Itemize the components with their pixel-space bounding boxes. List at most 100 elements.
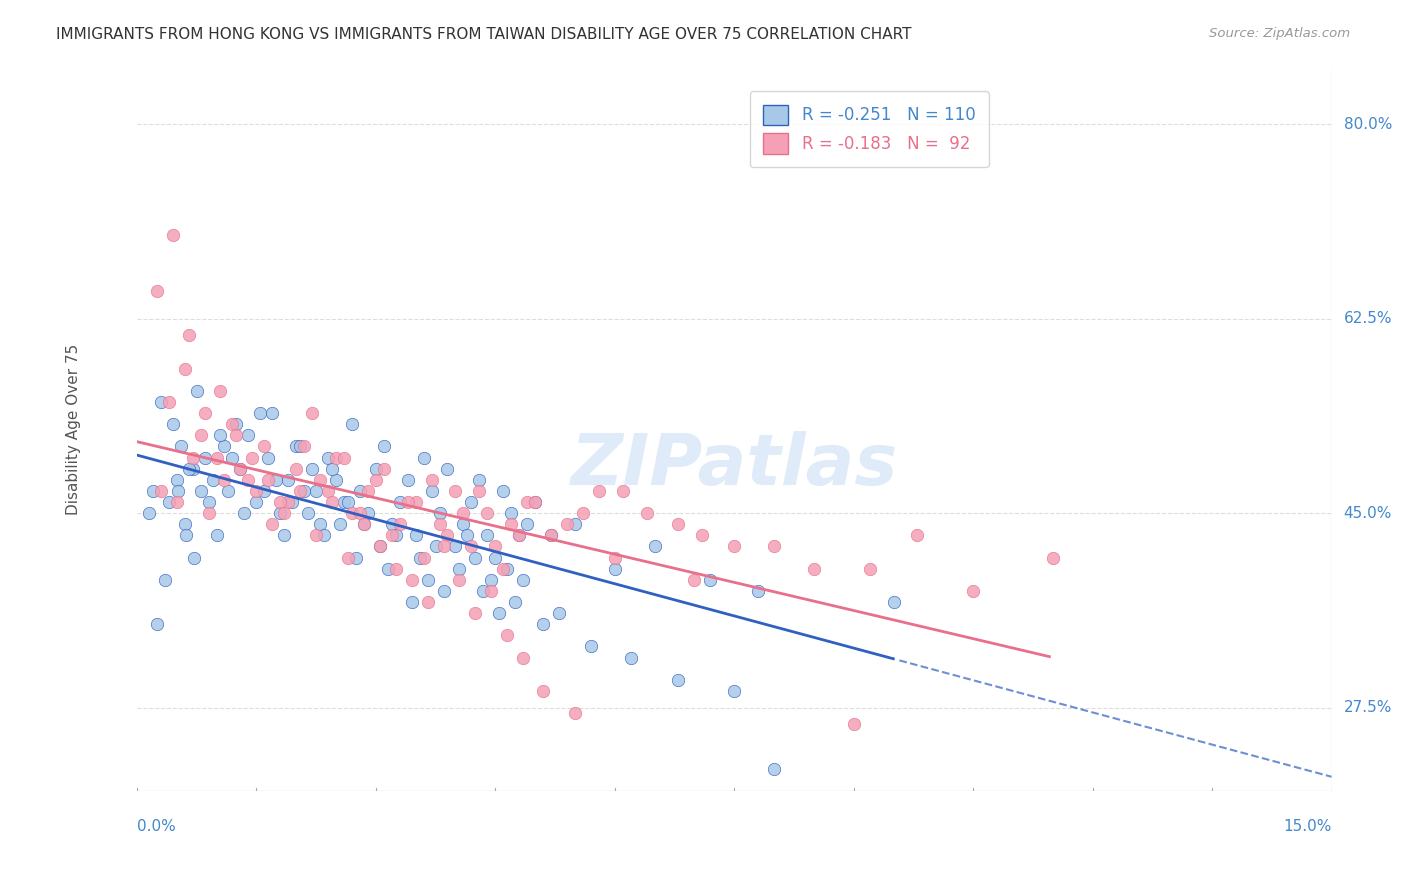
Point	[183, 550, 205, 565]
Point	[225, 428, 247, 442]
Point	[401, 573, 423, 587]
Point	[301, 461, 323, 475]
Point	[288, 439, 311, 453]
Point	[333, 450, 356, 465]
Point	[157, 495, 180, 509]
Point	[763, 762, 786, 776]
Point	[166, 473, 188, 487]
Point	[501, 506, 523, 520]
Point	[405, 495, 427, 509]
Point	[408, 550, 430, 565]
Point	[723, 684, 745, 698]
Point	[214, 439, 236, 453]
Point	[492, 483, 515, 498]
Point	[262, 406, 284, 420]
Point	[288, 483, 311, 498]
Point	[190, 483, 212, 498]
Point	[436, 528, 458, 542]
Text: Source: ZipAtlas.com: Source: ZipAtlas.com	[1209, 27, 1350, 40]
Point	[668, 517, 690, 532]
Point	[145, 617, 167, 632]
Point	[205, 528, 228, 542]
Point	[368, 540, 391, 554]
Point	[436, 461, 458, 475]
Point	[416, 595, 439, 609]
Point	[225, 417, 247, 432]
Point	[240, 450, 263, 465]
Text: 0.0%: 0.0%	[136, 819, 176, 834]
Point	[683, 573, 706, 587]
Point	[405, 528, 427, 542]
Point	[217, 483, 239, 498]
Point	[555, 517, 578, 532]
Point	[432, 583, 454, 598]
Point	[169, 439, 191, 453]
Point	[305, 483, 328, 498]
Text: 62.5%: 62.5%	[1344, 311, 1392, 326]
Point	[305, 528, 328, 542]
Point	[353, 517, 375, 532]
Point	[962, 583, 984, 598]
Text: IMMIGRANTS FROM HONG KONG VS IMMIGRANTS FROM TAIWAN DISABILITY AGE OVER 75 CORRE: IMMIGRANTS FROM HONG KONG VS IMMIGRANTS …	[56, 27, 911, 42]
Point	[384, 562, 406, 576]
Point	[496, 562, 519, 576]
Point	[349, 506, 371, 520]
Point	[357, 506, 380, 520]
Point	[233, 506, 256, 520]
Point	[340, 506, 363, 520]
Point	[173, 517, 195, 532]
Point	[603, 562, 626, 576]
Point	[524, 495, 547, 509]
Point	[344, 550, 367, 565]
Point	[157, 395, 180, 409]
Point	[747, 583, 769, 598]
Point	[186, 384, 208, 398]
Text: ZIPatlas: ZIPatlas	[571, 432, 898, 500]
Point	[503, 595, 526, 609]
Point	[432, 540, 454, 554]
Point	[425, 540, 447, 554]
Point	[373, 439, 395, 453]
Point	[245, 483, 267, 498]
Point	[181, 450, 204, 465]
Point	[197, 495, 219, 509]
Point	[377, 562, 399, 576]
Point	[364, 473, 387, 487]
Point	[612, 483, 634, 498]
Point	[401, 595, 423, 609]
Point	[167, 483, 190, 498]
Point	[262, 517, 284, 532]
Point	[636, 506, 658, 520]
Point	[484, 550, 506, 565]
Point	[285, 439, 308, 453]
Point	[472, 583, 495, 598]
Point	[312, 528, 335, 542]
Point	[273, 528, 295, 542]
Point	[309, 517, 332, 532]
Point	[373, 461, 395, 475]
Point	[253, 439, 276, 453]
Point	[340, 417, 363, 432]
Text: 45.0%: 45.0%	[1344, 506, 1392, 521]
Point	[699, 573, 721, 587]
Point	[245, 495, 267, 509]
Point	[193, 406, 215, 420]
Point	[429, 517, 451, 532]
Point	[456, 528, 478, 542]
Point	[193, 450, 215, 465]
Text: 80.0%: 80.0%	[1344, 117, 1392, 132]
Point	[281, 495, 304, 509]
Point	[412, 550, 434, 565]
Point	[257, 450, 280, 465]
Point	[540, 528, 562, 542]
Point	[166, 495, 188, 509]
Point	[420, 483, 443, 498]
Point	[420, 473, 443, 487]
Point	[883, 595, 905, 609]
Point	[253, 483, 276, 498]
Point	[238, 473, 260, 487]
Point	[464, 550, 486, 565]
Point	[488, 606, 510, 620]
Point	[273, 506, 295, 520]
Point	[357, 483, 380, 498]
